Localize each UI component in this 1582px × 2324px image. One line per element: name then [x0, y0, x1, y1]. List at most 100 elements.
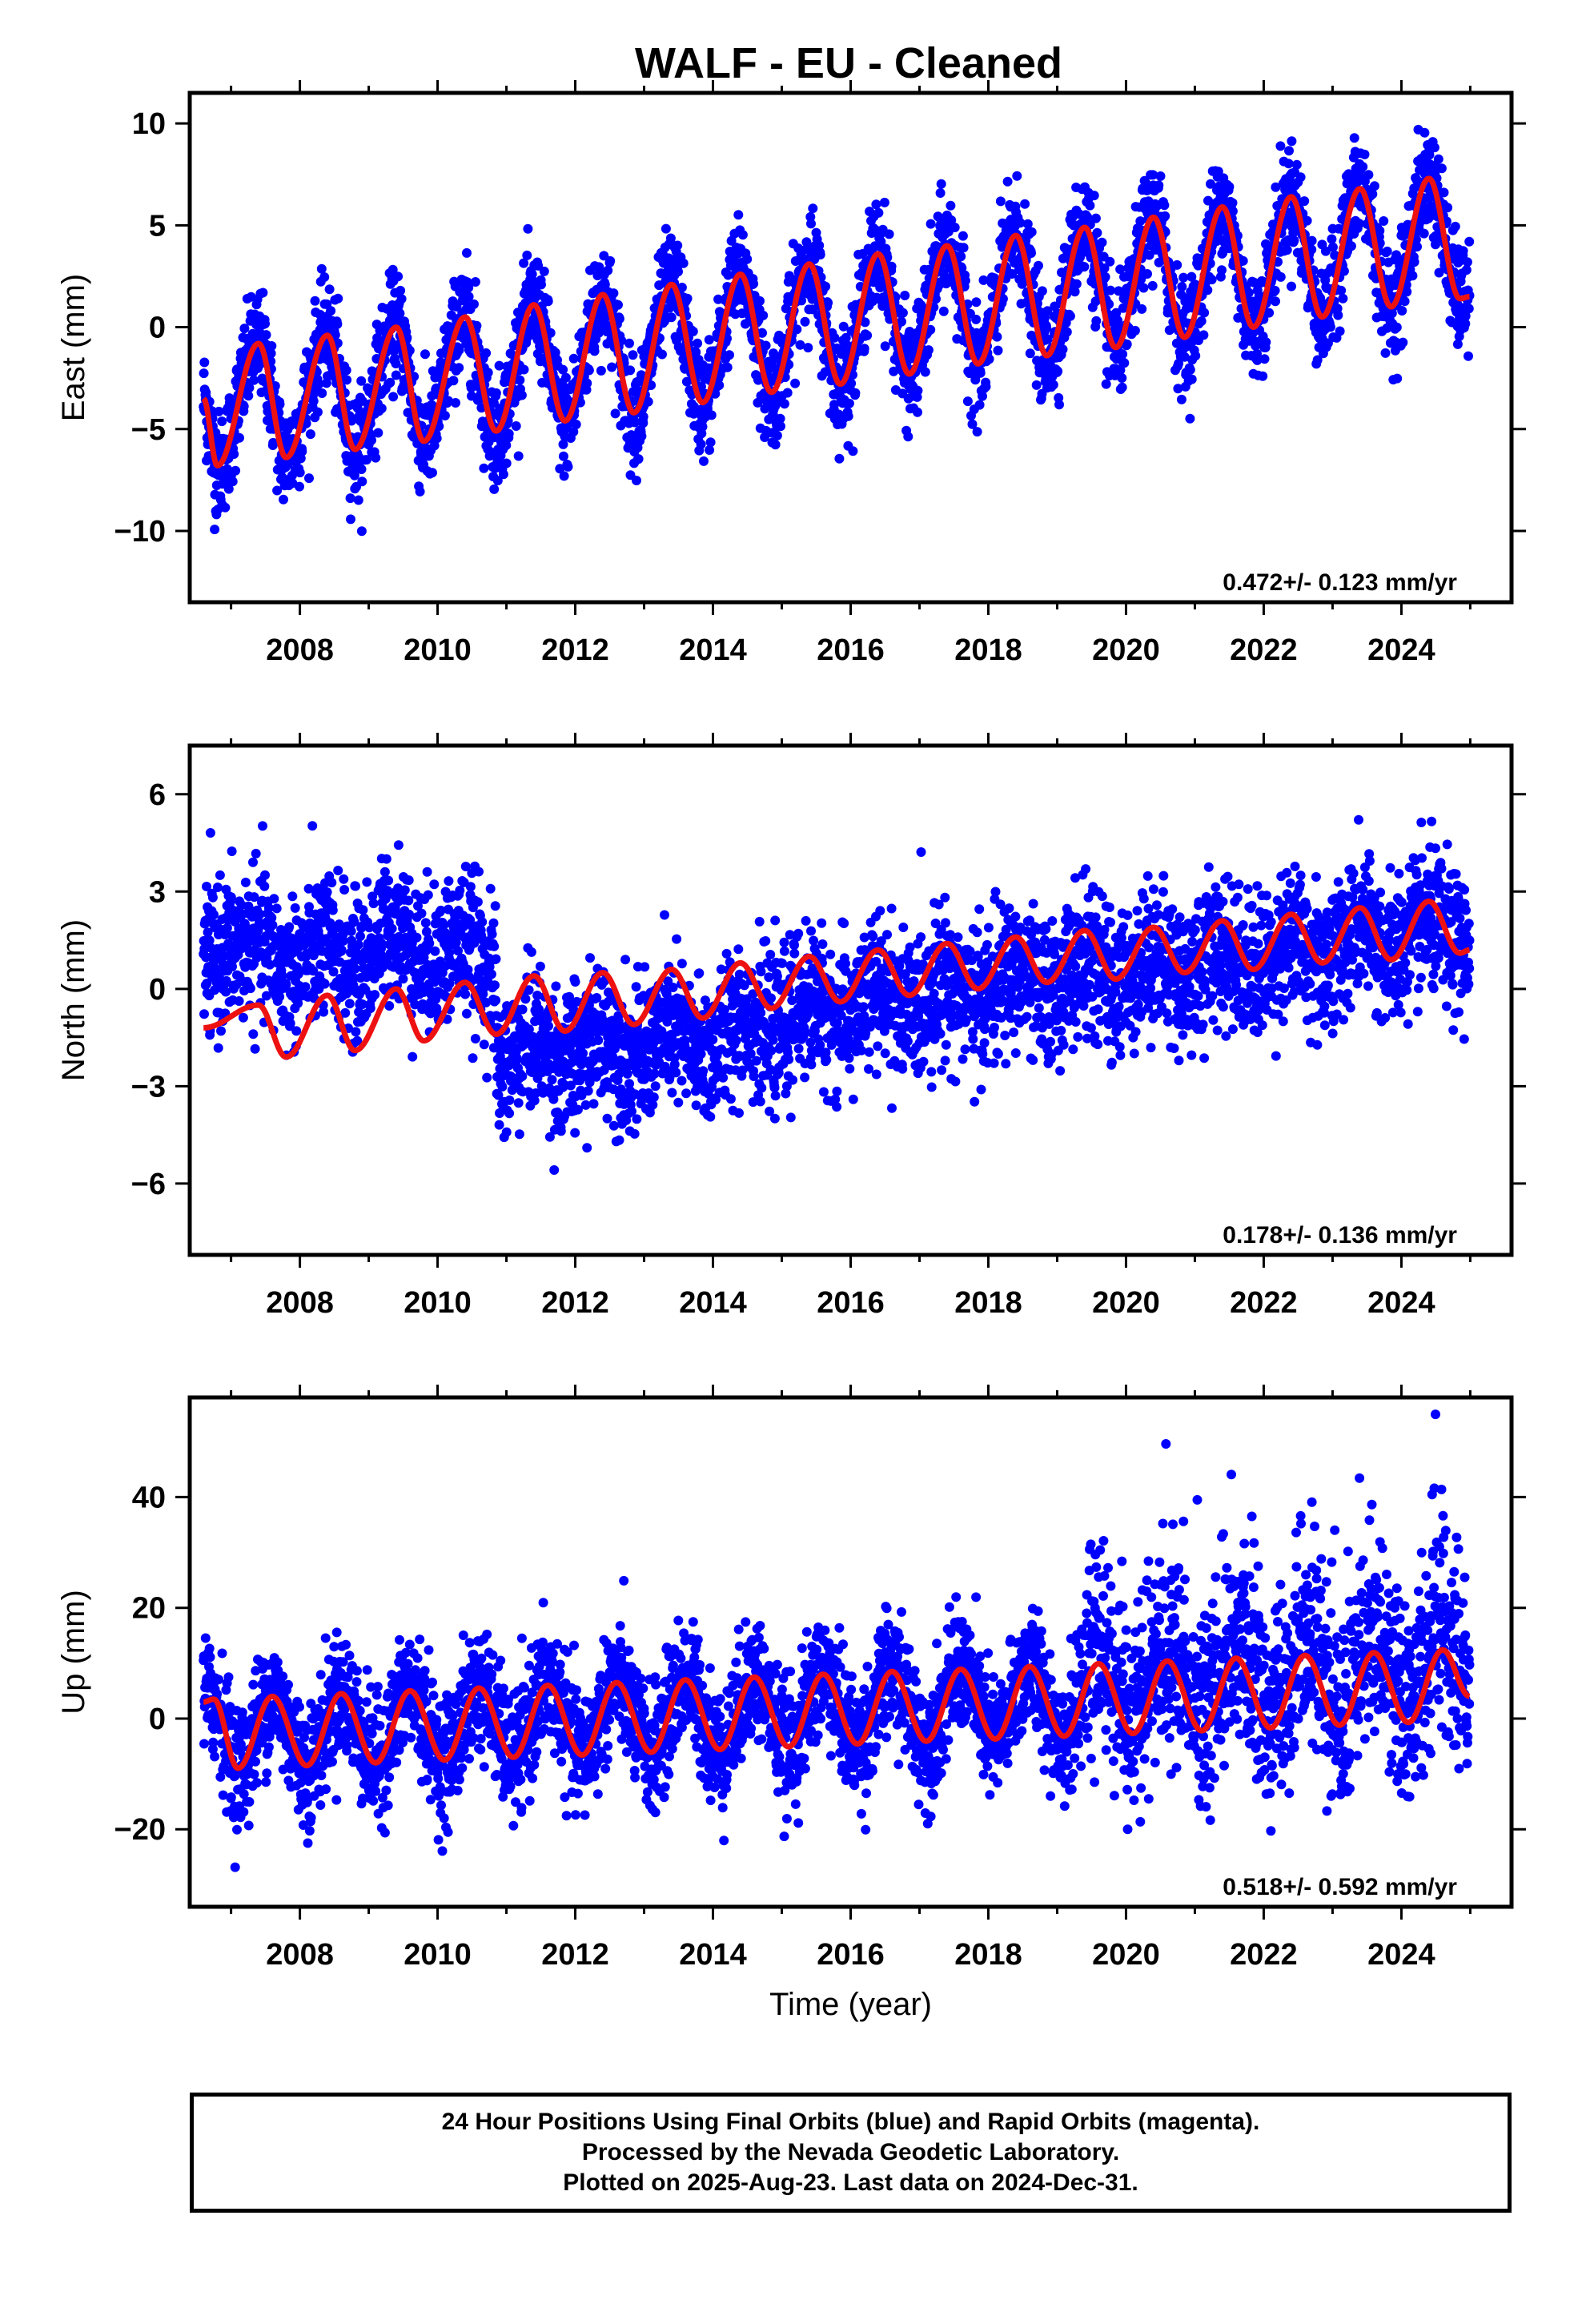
data-point: [370, 990, 380, 1000]
data-point: [1284, 146, 1294, 156]
data-point: [491, 388, 501, 398]
data-point: [1191, 351, 1201, 361]
data-point: [284, 922, 295, 932]
data-point: [351, 1027, 361, 1037]
data-point: [1071, 279, 1082, 289]
data-point: [384, 1001, 395, 1011]
data-point: [782, 388, 793, 398]
data-point: [1333, 310, 1343, 320]
data-point: [1327, 242, 1338, 252]
data-point: [725, 350, 734, 360]
data-point: [291, 1026, 302, 1036]
data-point: [843, 411, 853, 421]
data-point: [504, 428, 514, 439]
data-point: [489, 484, 500, 494]
data-point: [358, 905, 368, 915]
data-point: [1206, 179, 1215, 189]
data-point: [199, 1009, 209, 1019]
data-point: [444, 396, 453, 406]
data-point: [1115, 264, 1126, 275]
data-point: [245, 983, 255, 994]
data-point: [886, 261, 897, 271]
data-point: [357, 476, 367, 487]
data-point: [316, 263, 327, 274]
data-point: [1154, 257, 1164, 267]
data-point: [265, 959, 275, 970]
data-point: [398, 923, 408, 934]
data-point: [261, 991, 271, 1001]
data-point: [823, 298, 833, 308]
data-point: [356, 526, 367, 537]
data-point: [926, 219, 936, 229]
data-point: [1025, 348, 1035, 359]
data-point: [603, 265, 613, 275]
data-point: [353, 939, 363, 950]
data-point: [279, 494, 288, 505]
data-point: [1213, 167, 1223, 177]
data-point: [1252, 355, 1263, 365]
data-point: [339, 885, 350, 895]
data-point: [328, 967, 339, 977]
data-point: [838, 321, 849, 332]
data-point: [749, 279, 759, 289]
data-point: [333, 293, 343, 304]
data-point: [317, 388, 327, 398]
data-point: [1429, 143, 1439, 153]
data-point: [501, 440, 512, 450]
data-point: [451, 398, 460, 408]
data-point: [1196, 316, 1207, 326]
data-point: [558, 439, 568, 449]
data-point: [1034, 260, 1043, 271]
data-point: [1412, 242, 1422, 252]
data-point: [1199, 308, 1210, 318]
data-point: [560, 372, 571, 383]
data-point: [808, 203, 818, 214]
data-point: [523, 223, 533, 234]
data-point: [1272, 201, 1283, 211]
data-point: [1079, 262, 1090, 272]
data-point: [1160, 211, 1170, 221]
data-point: [722, 362, 733, 372]
data-point: [758, 310, 769, 320]
data-point: [678, 258, 689, 268]
data-point: [203, 927, 213, 938]
data-point: [454, 363, 464, 373]
data-point: [295, 481, 304, 492]
data-point: [1424, 150, 1435, 160]
data-point: [539, 266, 549, 276]
data-point: [300, 982, 311, 992]
data-point: [388, 392, 399, 402]
data-point: [757, 328, 767, 338]
data-point: [310, 296, 320, 306]
data-point: [1155, 171, 1166, 181]
data-point: [800, 316, 810, 327]
data-point: [873, 207, 884, 218]
data-point: [935, 188, 946, 198]
data-point: [420, 349, 430, 360]
data-point: [267, 920, 278, 931]
data-point: [755, 296, 765, 306]
data-point: [1042, 323, 1052, 333]
data-point: [1012, 171, 1022, 181]
data-point: [492, 476, 503, 486]
data-point: [1007, 269, 1018, 279]
data-point: [1070, 287, 1080, 297]
data-point: [1062, 327, 1072, 337]
data-point: [584, 365, 594, 376]
data-point: [960, 275, 970, 286]
data-point: [222, 923, 232, 933]
data-point: [605, 255, 616, 266]
data-point: [1450, 221, 1460, 231]
x-tick-label: 2010: [404, 633, 472, 667]
data-point: [582, 378, 592, 388]
data-point: [1065, 311, 1075, 321]
data-point: [527, 269, 537, 279]
data-point: [1283, 159, 1294, 169]
data-point: [661, 223, 671, 234]
data-point: [1113, 316, 1123, 326]
data-point: [1375, 226, 1385, 236]
data-point: [385, 377, 396, 388]
data-point: [217, 416, 227, 427]
data-point: [1186, 271, 1197, 282]
data-point: [226, 892, 236, 903]
